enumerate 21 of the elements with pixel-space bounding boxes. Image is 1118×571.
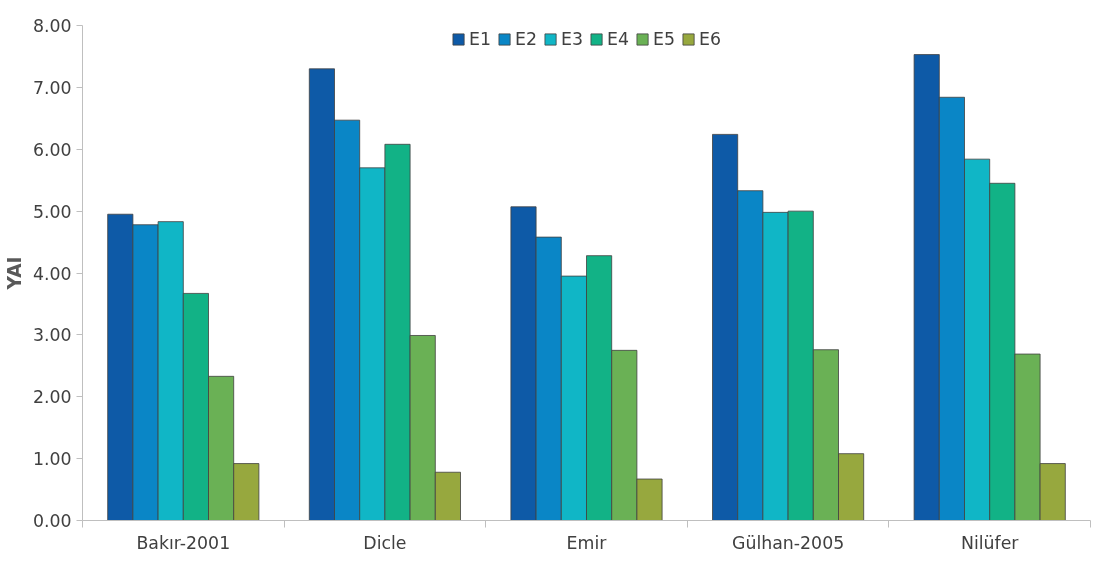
y-tick-label: 3.00	[32, 325, 72, 346]
legend-label: E3	[561, 29, 583, 49]
legend-label: E4	[607, 29, 629, 49]
legend-label: E6	[698, 29, 721, 49]
x-tick-label: Nilüfer	[960, 532, 1020, 553]
y-tick-label: 4.00	[32, 263, 72, 284]
legend-label: E2	[515, 29, 538, 49]
x-tick-label: Dicle	[363, 532, 407, 553]
y-tick-label: 5.00	[32, 201, 72, 222]
y-tick-label: 1.00	[32, 449, 72, 470]
y-axis-title: YAI	[3, 256, 25, 291]
x-tick-label: Gülhan-2005	[732, 532, 845, 553]
y-tick-label: 2.00	[32, 387, 72, 408]
y-tick-label: 8.00	[32, 16, 72, 36]
x-tick-label: Bakır-2001	[136, 532, 231, 553]
y-tick-label: 0.00	[32, 511, 72, 531]
y-tick-label: 6.00	[32, 139, 72, 160]
y-tick-label: 7.00	[32, 77, 72, 98]
legend-label: E5	[652, 29, 675, 49]
legend-label: E1	[469, 29, 492, 49]
x-tick-label: Emir	[566, 532, 608, 553]
